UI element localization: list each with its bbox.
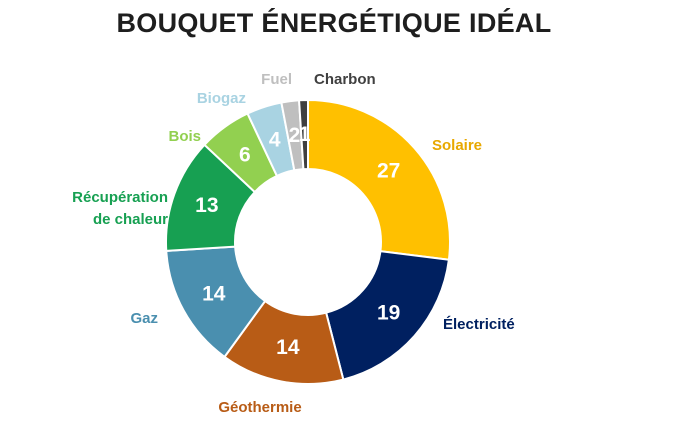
slice-label-solaire: Solaire (432, 137, 482, 154)
slice-label-recuperation-de-chaleur: Récupération de chaleur (72, 189, 168, 228)
slice-value-charbon: 1 (299, 123, 311, 146)
slice-label-biogaz: Biogaz (197, 90, 246, 107)
chart-title: BOUQUET ÉNERGÉTIQUE IDÉAL (116, 8, 552, 38)
slice-value-solaire: 27 (377, 159, 400, 182)
slice-label-charbon: Charbon (314, 71, 376, 88)
slice-label-geothermie: Géothermie (218, 399, 301, 416)
slice-label-gaz: Gaz (130, 310, 158, 327)
slice-value-gaz: 14 (202, 282, 226, 305)
slice-label-electricite: Électricité (443, 316, 515, 333)
slice-value-biogaz: 4 (269, 128, 281, 151)
slice-label-bois: Bois (168, 128, 201, 145)
slice-value-geothermie: 14 (276, 336, 300, 359)
slice-solaire (307, 98, 451, 261)
slice-value-recuperation-de-chaleur: 13 (195, 194, 218, 217)
slice-electricite (324, 250, 450, 381)
slice-value-bois: 6 (239, 144, 251, 167)
slice-value-electricite: 19 (377, 302, 400, 325)
slice-charbon (298, 98, 309, 171)
slice-value-fuel: 2 (289, 124, 301, 147)
slice-label-fuel: Fuel (261, 71, 292, 88)
